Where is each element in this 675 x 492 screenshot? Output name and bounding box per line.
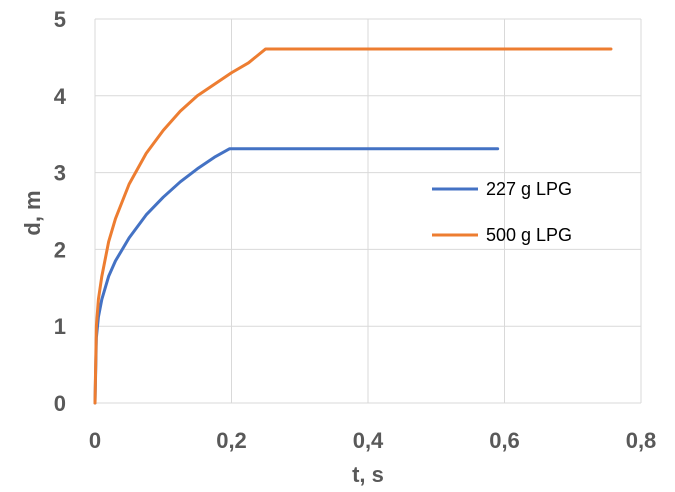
x-tick-label: 0,8 xyxy=(626,428,657,453)
legend-label-2: 500 g LPG xyxy=(486,225,572,245)
series-line-1 xyxy=(93,147,500,405)
y-tick-label: 0 xyxy=(54,391,66,416)
x-tick-label: 0,2 xyxy=(216,428,247,453)
y-tick-label: 5 xyxy=(54,7,66,32)
x-axis-label: t, s xyxy=(352,462,384,487)
legend-label-1: 227 g LPG xyxy=(486,179,572,199)
x-tick-labels: 0 0,2 0,4 0,6 0,8 xyxy=(89,428,656,453)
grid xyxy=(94,18,642,404)
y-tick-label: 4 xyxy=(54,84,67,109)
y-tick-label: 1 xyxy=(54,314,66,339)
y-axis-label: d, m xyxy=(20,190,45,235)
y-tick-labels: 0 1 2 3 4 5 xyxy=(54,7,67,416)
y-tick-label: 2 xyxy=(54,237,66,262)
x-tick-label: 0 xyxy=(89,428,101,453)
x-tick-label: 0,6 xyxy=(489,428,520,453)
y-tick-label: 3 xyxy=(54,161,66,186)
x-tick-label: 0,4 xyxy=(353,428,384,453)
series-lines xyxy=(93,47,613,405)
legend: 227 g LPG 500 g LPG xyxy=(432,179,572,245)
series-line-2 xyxy=(93,47,613,405)
